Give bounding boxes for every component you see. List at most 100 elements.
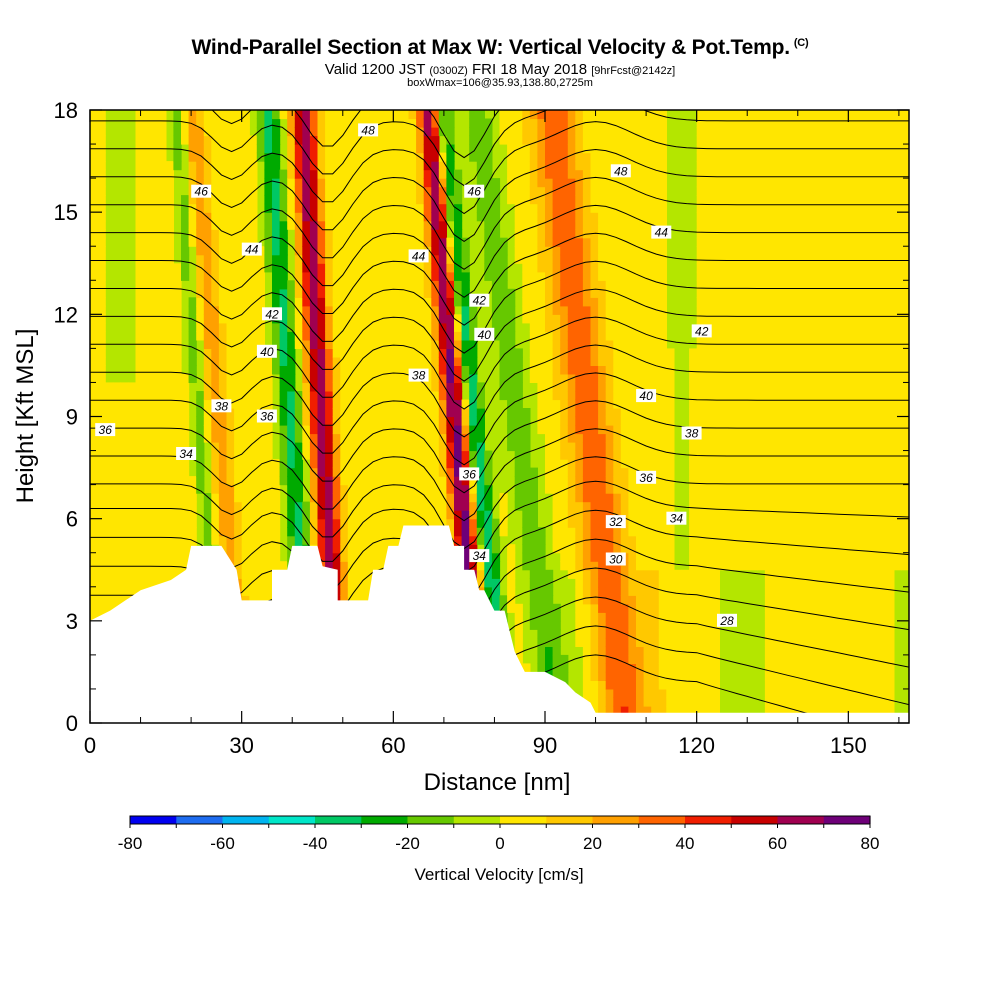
velocity-cell	[340, 229, 349, 239]
velocity-cell	[158, 442, 167, 452]
velocity-cell	[567, 297, 576, 307]
velocity-cell	[628, 288, 637, 298]
velocity-cell	[143, 535, 152, 545]
velocity-cell	[545, 169, 554, 179]
velocity-cell	[643, 161, 652, 171]
velocity-cell	[636, 280, 645, 290]
velocity-cell	[598, 339, 607, 349]
velocity-cell	[658, 561, 667, 571]
velocity-cell	[181, 561, 190, 571]
velocity-cell	[355, 425, 364, 435]
velocity-cell	[552, 612, 561, 622]
velocity-cell	[666, 706, 675, 716]
velocity-cell	[605, 110, 614, 120]
velocity-cell	[567, 476, 576, 486]
velocity-cell	[241, 339, 250, 349]
velocity-cell	[507, 382, 516, 392]
velocity-cell	[666, 348, 675, 358]
velocity-cell	[393, 322, 402, 332]
velocity-cell	[582, 365, 592, 375]
velocity-cell	[272, 127, 281, 137]
valid-utc: (0300Z)	[429, 65, 468, 77]
velocity-cell	[446, 203, 455, 213]
velocity-cell	[567, 118, 576, 128]
velocity-cell	[112, 510, 121, 520]
velocity-cell	[256, 331, 265, 341]
velocity-cell	[355, 203, 364, 213]
velocity-cell	[628, 305, 637, 315]
velocity-cell	[643, 127, 652, 137]
velocity-cell	[628, 671, 637, 681]
velocity-cell	[218, 305, 228, 315]
velocity-cell	[150, 263, 159, 273]
velocity-cell	[165, 459, 174, 469]
velocity-cell	[332, 391, 341, 401]
velocity-cell	[651, 339, 660, 349]
velocity-cell	[249, 322, 258, 332]
velocity-cell	[256, 476, 265, 486]
velocity-cell	[363, 501, 372, 511]
velocity-cell	[529, 152, 538, 162]
velocity-cell	[431, 399, 440, 409]
velocity-cell	[537, 408, 546, 418]
velocity-cell	[105, 569, 114, 579]
velocity-cell	[507, 127, 516, 137]
velocity-cell	[264, 459, 273, 469]
velocity-cell	[150, 527, 159, 537]
velocity-cell	[158, 127, 167, 137]
velocity-cell	[545, 365, 554, 375]
velocity-cell	[446, 135, 455, 145]
velocity-cell	[408, 305, 417, 315]
velocity-cell	[135, 459, 144, 469]
velocity-cell	[484, 459, 493, 469]
velocity-cell	[438, 297, 447, 307]
velocity-cell	[370, 280, 379, 290]
velocity-cell	[575, 237, 584, 247]
velocity-cell	[613, 280, 622, 290]
velocity-cell	[294, 127, 303, 137]
velocity-cell	[651, 271, 660, 281]
velocity-cell	[613, 127, 622, 137]
velocity-cell	[476, 433, 485, 443]
velocity-cell	[211, 476, 220, 486]
velocity-cell	[598, 671, 607, 681]
velocity-cell	[317, 127, 326, 137]
velocity-cell	[620, 399, 629, 409]
velocity-cell	[598, 629, 607, 639]
velocity-cell	[636, 322, 645, 332]
velocity-cell	[120, 527, 129, 537]
velocity-cell	[302, 314, 311, 324]
velocity-cell	[689, 416, 698, 426]
velocity-cell	[666, 416, 675, 426]
velocity-cell	[378, 271, 387, 281]
velocity-cell	[272, 459, 281, 469]
velocity-cell	[514, 246, 523, 256]
velocity-cell	[317, 459, 326, 469]
velocity-cell	[666, 569, 675, 579]
velocity-cell	[469, 561, 478, 571]
velocity-cell	[90, 288, 99, 298]
velocity-cell	[666, 697, 675, 707]
velocity-cell	[287, 322, 296, 332]
velocity-cell	[317, 263, 326, 273]
velocity-cell	[423, 391, 432, 401]
velocity-cell	[416, 271, 425, 281]
velocity-cell	[560, 399, 569, 409]
velocity-cell	[545, 620, 554, 630]
velocity-cell	[454, 510, 463, 520]
velocity-cell	[112, 544, 121, 554]
velocity-cell	[643, 586, 652, 596]
velocity-cell	[317, 186, 326, 196]
velocity-cell	[658, 127, 667, 137]
velocity-cell	[234, 322, 243, 332]
velocity-cell	[613, 203, 622, 213]
velocity-cell	[287, 348, 296, 358]
velocity-cell	[651, 161, 660, 171]
velocity-cell	[90, 271, 99, 281]
velocity-cell	[272, 544, 281, 554]
velocity-cell	[112, 467, 121, 477]
velocity-cell	[317, 152, 326, 162]
velocity-cell	[522, 425, 531, 435]
velocity-cell	[173, 280, 182, 290]
velocity-cell	[537, 229, 546, 239]
